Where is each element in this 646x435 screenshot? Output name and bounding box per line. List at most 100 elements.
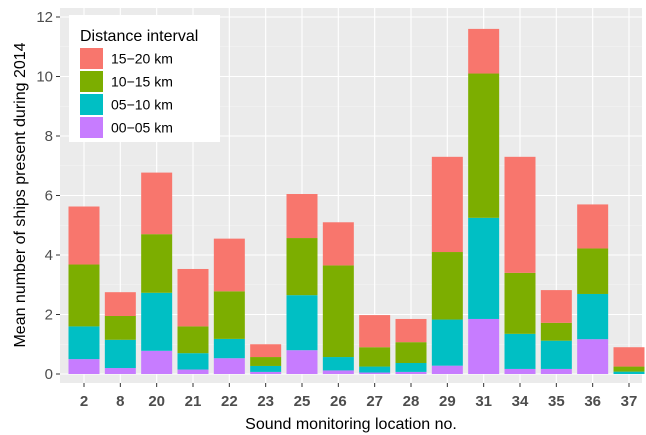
- bars: [68, 28, 645, 374]
- bar-segment: [359, 315, 391, 348]
- y-axis-ticks: 0 2 4 6 8 10 12: [36, 9, 60, 383]
- bar-segment: [68, 359, 100, 374]
- legend: Distance interval 15−20 km 10−15 km 05−10 …: [69, 15, 220, 142]
- bar-segment: [250, 344, 282, 358]
- bar-segment: [213, 238, 245, 292]
- legend-swatch: [80, 117, 103, 138]
- bar-segment: [213, 358, 245, 374]
- x-tick-label: 2: [80, 393, 88, 410]
- bar-segment: [68, 264, 100, 327]
- bar-segment: [250, 371, 282, 374]
- bar-segment: [613, 366, 645, 372]
- x-tick-label: 35: [548, 393, 565, 410]
- bar-segment: [395, 318, 427, 343]
- x-tick-label: 28: [403, 393, 420, 410]
- bar-segment: [395, 362, 427, 372]
- bar-segment: [104, 292, 136, 316]
- legend-swatch: [80, 71, 103, 92]
- bar-segment: [359, 347, 391, 367]
- x-tick-label: 31: [475, 393, 492, 410]
- bar-segment: [322, 265, 354, 358]
- bar-segment: [540, 340, 572, 369]
- x-tick-label: 27: [366, 393, 383, 410]
- bar-segment: [468, 318, 500, 374]
- bar-segment: [577, 339, 609, 374]
- y-tick-label: 12: [36, 9, 53, 26]
- legend-title: Distance interval: [80, 28, 198, 45]
- x-tick-label: 26: [330, 393, 347, 410]
- x-tick-label: 25: [294, 393, 311, 410]
- bar-segment: [177, 326, 209, 354]
- y-axis-title: Mean number of ships present during 2014: [12, 42, 29, 347]
- bar-segment: [540, 290, 572, 323]
- x-axis-ticks: 2 8 20 21 22 23 25 26 27 28 29 31 34 35 36 37: [80, 383, 638, 410]
- legend-label: 10−15 km: [111, 74, 173, 90]
- bar-segment: [431, 365, 463, 374]
- bar-segment: [286, 295, 318, 351]
- bar-segment: [468, 73, 500, 218]
- bar-segment: [468, 28, 500, 74]
- x-tick-label: 29: [439, 393, 456, 410]
- legend-swatch: [80, 94, 103, 115]
- bar-segment: [213, 338, 245, 359]
- y-tick-label: 0: [45, 366, 53, 383]
- bar-segment: [504, 156, 536, 273]
- bar-segment: [68, 326, 100, 360]
- bar-segment: [177, 353, 209, 370]
- x-tick-label: 8: [116, 393, 124, 410]
- bar-segment: [104, 368, 136, 374]
- bar-segment: [286, 194, 318, 239]
- bar-segment: [359, 366, 391, 373]
- x-tick-label: 37: [621, 393, 638, 410]
- bar-segment: [577, 293, 609, 340]
- x-tick-label: 36: [584, 393, 601, 410]
- x-axis-title: Sound monitoring location no.: [245, 416, 457, 433]
- bar-segment: [250, 357, 282, 366]
- x-tick-label: 34: [512, 393, 529, 410]
- bar-segment: [577, 204, 609, 249]
- bar-segment: [613, 347, 645, 367]
- bar-segment: [177, 369, 209, 374]
- x-tick-label: 21: [185, 393, 202, 410]
- y-tick-label: 6: [45, 188, 53, 205]
- x-tick-label: 23: [257, 393, 274, 410]
- bar-segment: [504, 333, 536, 369]
- x-tick-label: 22: [221, 393, 238, 410]
- bar-segment: [141, 172, 173, 235]
- bar-segment: [141, 234, 173, 293]
- bar-segment: [286, 238, 318, 296]
- legend-items: 15−20 km 10−15 km 05−10 km 00−05 km: [80, 48, 173, 138]
- bar-segment: [104, 315, 136, 340]
- bar-segment: [540, 368, 572, 374]
- bar-segment: [395, 342, 427, 363]
- bar-segment: [577, 248, 609, 294]
- bar-segment: [322, 370, 354, 374]
- bar-segment: [141, 350, 173, 374]
- y-tick-label: 8: [45, 128, 53, 145]
- legend-label: 05−10 km: [111, 97, 173, 113]
- bar-segment: [213, 291, 245, 339]
- bar-segment: [613, 371, 645, 374]
- y-tick-label: 10: [36, 69, 53, 86]
- bar-segment: [286, 350, 318, 374]
- bar-segment: [540, 322, 572, 341]
- bar-segment: [250, 365, 282, 372]
- y-tick-label: 4: [45, 247, 53, 264]
- legend-label: 00−05 km: [111, 120, 173, 136]
- bar-segment: [504, 272, 536, 334]
- bar-segment: [141, 292, 173, 351]
- bar-segment: [504, 368, 536, 374]
- bar-segment: [431, 319, 463, 366]
- bar-segment: [104, 339, 136, 369]
- bar-segment: [468, 217, 500, 319]
- bar-segment: [431, 252, 463, 320]
- x-tick-label: 20: [148, 393, 165, 410]
- bar-segment: [322, 222, 354, 266]
- legend-label: 15−20 km: [111, 51, 173, 67]
- bar-segment: [177, 268, 209, 327]
- bar-segment: [359, 372, 391, 374]
- bar-segment: [68, 206, 100, 265]
- bar-segment: [431, 156, 463, 253]
- y-tick-label: 2: [45, 307, 53, 324]
- legend-swatch: [80, 48, 103, 69]
